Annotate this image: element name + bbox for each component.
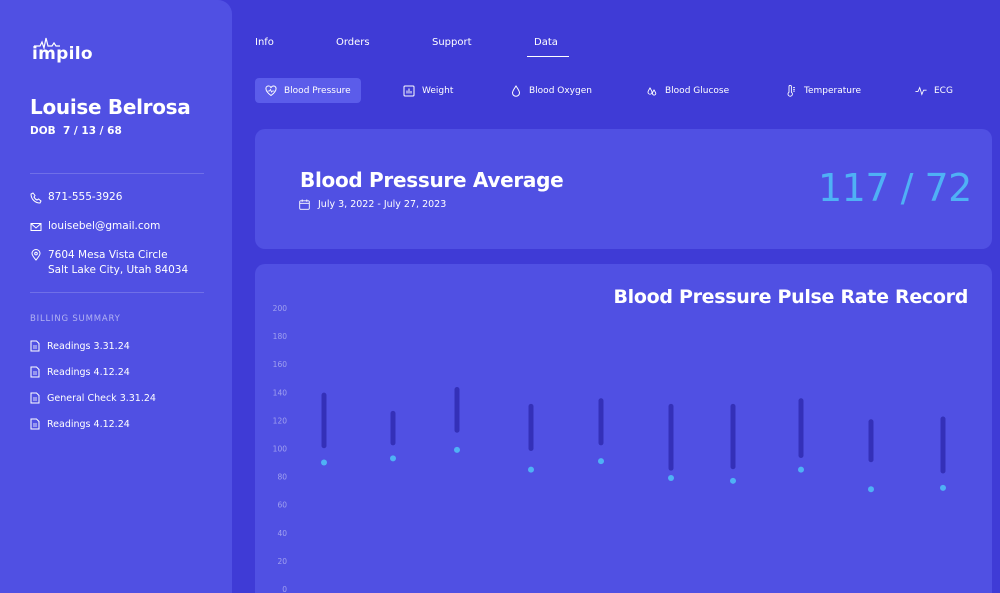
divider <box>30 292 204 293</box>
subtab-label: Weight <box>422 85 454 96</box>
subtab-temperature[interactable]: Temperature <box>775 78 871 103</box>
billing-item-label: Readings 4.12.24 <box>47 366 130 378</box>
y-tick-label: 200 <box>273 304 288 313</box>
y-tick-label: 180 <box>273 332 288 341</box>
bar-chart-icon <box>403 85 415 96</box>
droplet-icon <box>511 84 521 97</box>
logo[interactable]: impilo <box>32 36 93 66</box>
pulse-rate-point[interactable] <box>940 484 946 491</box>
document-icon <box>30 392 40 404</box>
average-value: 117 / 72 <box>818 166 972 210</box>
subtab-label: Temperature <box>804 85 862 96</box>
document-icon <box>30 340 40 352</box>
heart-pulse-icon <box>265 84 277 96</box>
average-title: Blood Pressure Average <box>300 168 564 192</box>
pulse-rate-point[interactable] <box>798 466 804 473</box>
subtab-weight[interactable]: Weight <box>393 78 463 103</box>
phone-text: 871-555-3926 <box>48 191 123 203</box>
address-line2: Salt Lake City, Utah 84034 <box>48 264 189 276</box>
subtab-label: Blood Pressure <box>284 85 351 96</box>
average-date-range[interactable]: July 3, 2022 - July 27, 2023 <box>299 199 446 210</box>
activity-icon <box>915 85 927 96</box>
subtab-label: Blood Oxygen <box>529 85 592 96</box>
tab-data[interactable]: Data <box>534 37 558 48</box>
mail-icon <box>30 223 42 231</box>
billing-item[interactable]: Readings 4.12.24 <box>30 418 130 430</box>
average-card <box>255 129 992 249</box>
active-tab-indicator <box>527 56 569 57</box>
phone-icon <box>30 192 42 204</box>
y-tick-label: 60 <box>277 501 287 510</box>
billing-item[interactable]: General Check 3.31.24 <box>30 392 156 404</box>
billing-item[interactable]: Readings 4.12.24 <box>30 366 130 378</box>
subtab-label: Blood Glucose <box>665 85 730 96</box>
calendar-icon <box>299 199 310 210</box>
phone-row[interactable]: 871-555-3926 <box>30 191 122 204</box>
tab-support[interactable]: Support <box>432 37 472 48</box>
billing-item-label: General Check 3.31.24 <box>47 392 156 404</box>
pulse-rate-point[interactable] <box>598 458 604 465</box>
subtab-label: ECG <box>934 85 953 96</box>
billing-item-label: Readings 4.12.24 <box>47 418 130 430</box>
address-line1: 7604 Mesa Vista Circle <box>48 249 168 261</box>
divider <box>30 173 204 174</box>
y-tick-label: 0 <box>282 585 287 593</box>
address-row[interactable]: 7604 Mesa Vista Circle Salt Lake City, U… <box>30 248 188 278</box>
subtab-blood-glucose[interactable]: Blood Glucose <box>636 78 739 103</box>
email-text: louisebel@gmail.com <box>48 220 161 232</box>
y-tick-label: 160 <box>273 360 288 369</box>
patient-name: Louise Belrosa <box>30 95 191 119</box>
y-tick-label: 80 <box>277 473 287 482</box>
y-tick-label: 40 <box>277 529 287 538</box>
y-tick-label: 100 <box>273 445 288 454</box>
map-pin-icon <box>31 249 41 261</box>
y-tick-label: 140 <box>273 388 288 397</box>
pulse-rate-point[interactable] <box>321 459 327 466</box>
pulse-rate-point[interactable] <box>390 455 396 462</box>
subtab-blood-oxygen[interactable]: Blood Oxygen <box>500 78 602 103</box>
y-tick-label: 120 <box>273 416 288 425</box>
pulse-rate-point[interactable] <box>668 475 674 482</box>
subtab-ecg[interactable]: ECG <box>905 78 963 103</box>
pulse-rate-point[interactable] <box>528 466 534 473</box>
average-date-text: July 3, 2022 - July 27, 2023 <box>318 199 447 210</box>
billing-item[interactable]: Readings 3.31.24 <box>30 340 130 352</box>
droplets-icon <box>647 86 657 95</box>
billing-summary-title: BILLING SUMMARY <box>30 314 121 324</box>
tab-info[interactable]: Info <box>255 37 274 48</box>
pulse-rate-point[interactable] <box>868 486 874 493</box>
subtab-blood-pressure[interactable]: Blood Pressure <box>255 78 361 103</box>
email-row[interactable]: louisebel@gmail.com <box>30 220 160 233</box>
pulse-rate-point[interactable] <box>454 446 460 453</box>
logo-text: impilo <box>32 44 93 64</box>
sidebar: impilo Louise Belrosa DOB 7 / 13 / 68 87… <box>0 0 232 593</box>
billing-item-label: Readings 3.31.24 <box>47 340 130 352</box>
patient-dob: DOB 7 / 13 / 68 <box>30 125 122 137</box>
chart-title: Blood Pressure Pulse Rate Record <box>613 286 968 308</box>
pulse-rate-point[interactable] <box>730 477 736 484</box>
document-icon <box>30 418 40 430</box>
y-tick-label: 20 <box>277 557 287 566</box>
document-icon <box>30 366 40 378</box>
thermometer-icon <box>787 84 795 97</box>
tab-orders[interactable]: Orders <box>336 37 370 48</box>
pulse-logo-icon <box>34 37 60 50</box>
